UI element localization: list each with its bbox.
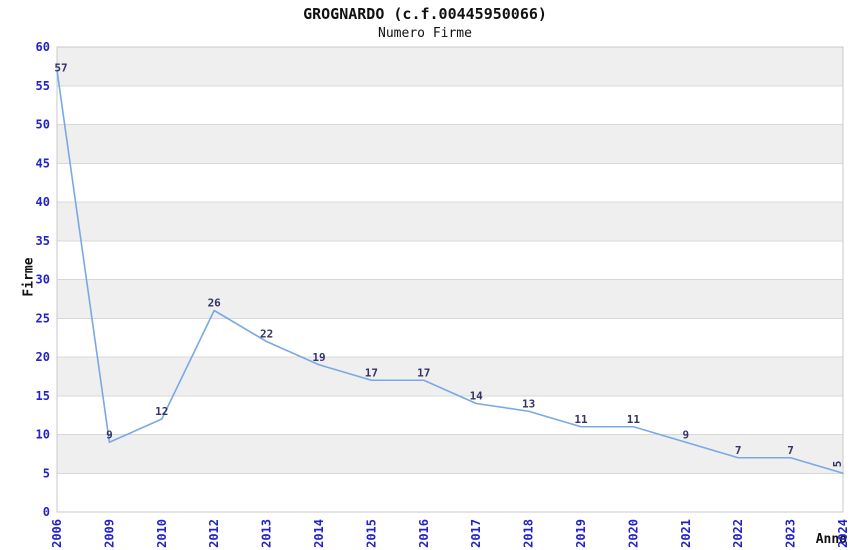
svg-text:2024: 2024 — [836, 519, 850, 548]
svg-text:9: 9 — [682, 428, 689, 441]
svg-text:2014: 2014 — [312, 519, 326, 548]
svg-text:2022: 2022 — [731, 519, 745, 548]
svg-text:25: 25 — [36, 311, 50, 325]
x-tick-labels: 2006 2009 2010 2012 2013 2014 2015 2016 2017 2018… — [50, 519, 850, 548]
svg-text:15: 15 — [36, 389, 50, 403]
svg-text:0: 0 — [43, 505, 50, 519]
svg-text:17: 17 — [365, 366, 378, 379]
svg-text:2023: 2023 — [784, 519, 798, 548]
svg-text:26: 26 — [208, 297, 222, 310]
svg-text:12: 12 — [155, 405, 168, 418]
chart-subtitle: Numero Firme — [378, 26, 472, 41]
svg-text:2006: 2006 — [50, 519, 64, 548]
svg-text:19: 19 — [312, 351, 325, 364]
svg-text:17: 17 — [417, 366, 430, 379]
svg-text:9: 9 — [106, 428, 113, 441]
svg-text:7: 7 — [735, 444, 742, 457]
svg-text:5: 5 — [43, 466, 50, 480]
svg-text:30: 30 — [36, 273, 50, 287]
x-axis-title: Anno — [815, 532, 847, 547]
svg-text:2021: 2021 — [679, 519, 693, 548]
svg-text:10: 10 — [36, 428, 50, 442]
svg-text:13: 13 — [522, 397, 535, 410]
plot-bands — [57, 47, 843, 474]
svg-text:2015: 2015 — [364, 519, 378, 548]
svg-text:2020: 2020 — [626, 519, 640, 548]
svg-text:7: 7 — [787, 444, 794, 457]
y-tick-labels: 0 5 10 15 20 25 30 35 40 45 50 55 60 — [36, 40, 50, 519]
svg-text:57: 57 — [54, 61, 67, 74]
svg-text:2013: 2013 — [260, 519, 274, 548]
svg-text:55: 55 — [36, 79, 50, 93]
svg-text:11: 11 — [627, 413, 641, 426]
svg-text:50: 50 — [36, 118, 50, 132]
svg-text:2012: 2012 — [207, 519, 221, 548]
data-labels: 57 9 12 26 22 19 17 17 14 13 11 11 9 7 7 5 — [54, 61, 844, 467]
svg-text:11: 11 — [574, 413, 588, 426]
svg-text:2019: 2019 — [574, 519, 588, 548]
svg-text:5: 5 — [831, 461, 844, 468]
svg-text:40: 40 — [36, 195, 50, 209]
svg-text:2018: 2018 — [522, 519, 536, 548]
plot-border — [56, 46, 844, 513]
svg-text:20: 20 — [36, 350, 50, 364]
svg-text:2010: 2010 — [155, 519, 169, 548]
chart-title: GROGNARDO (c.f.00445950066) — [303, 5, 547, 23]
svg-text:35: 35 — [36, 234, 50, 248]
svg-text:2016: 2016 — [417, 519, 431, 548]
svg-text:2017: 2017 — [469, 519, 483, 548]
svg-text:14: 14 — [470, 390, 484, 403]
svg-text:45: 45 — [36, 156, 50, 170]
gridlines — [57, 85, 843, 474]
svg-text:60: 60 — [36, 40, 50, 54]
svg-text:22: 22 — [260, 328, 273, 341]
svg-text:2009: 2009 — [102, 519, 116, 548]
series-line — [56, 69, 844, 475]
